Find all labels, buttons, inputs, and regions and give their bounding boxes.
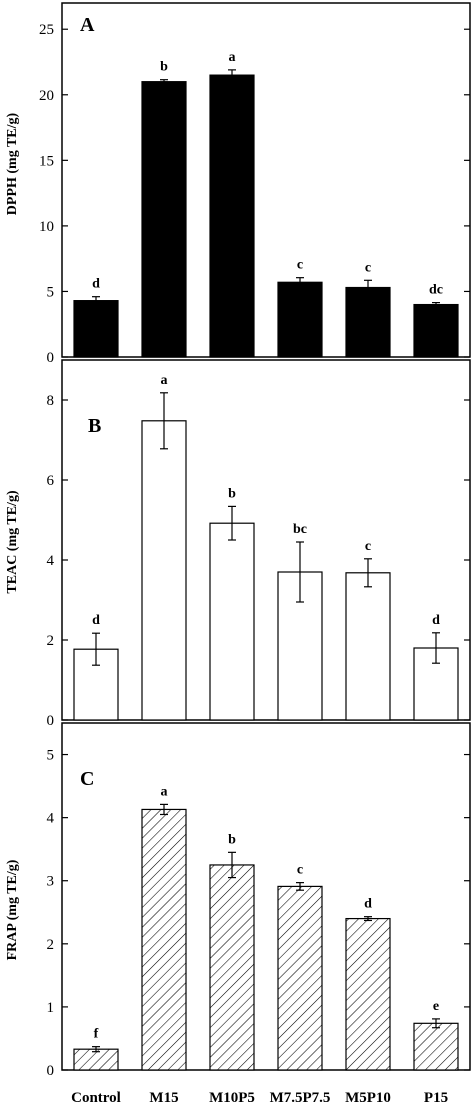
y-tick-label: 1 [47, 1000, 55, 1016]
x-axis-category-labels: Control M15 M10P5 M7.5P7.5 M5P10 P15 [71, 1090, 448, 1106]
significance-letter: a [161, 373, 168, 388]
bar-m5p10 [345, 572, 391, 721]
bar-m5p10 [345, 286, 391, 358]
significance-letter: c [365, 539, 371, 554]
panel-b-teac: B TEAC (mg TE/g) 0 2 4 6 8 d a b bc c d [5, 359, 471, 729]
y-tick-label: 4 [47, 553, 55, 569]
x-tick-label: M7.5P7.5 [270, 1090, 331, 1106]
panel-c-frame [61, 722, 471, 1071]
significance-letter: c [297, 258, 303, 273]
y-tick-label: 3 [47, 874, 55, 890]
x-tick-label: M15 [149, 1090, 178, 1106]
bar-p15 [413, 303, 459, 358]
bar-m10p5 [209, 522, 255, 721]
panel-a-frame [61, 2, 471, 358]
panel-a-letter: A [80, 14, 95, 36]
y-tick-label: 4 [47, 811, 55, 827]
y-tick-label: 20 [39, 88, 54, 104]
significance-letter: b [228, 486, 236, 501]
y-tick-label: 2 [47, 633, 55, 649]
panel-b-ylabel: TEAC (mg TE/g) [5, 490, 20, 594]
panel-a-dpph: A DPPH (mg TE/g) 0 5 10 15 20 25 d b a c c dc [5, 2, 471, 366]
y-tick-label: 0 [47, 350, 55, 366]
y-tick-label: 0 [47, 713, 55, 729]
bar-m15 [141, 808, 187, 1071]
x-tick-label: M10P5 [209, 1090, 255, 1106]
significance-letter: e [433, 999, 439, 1014]
significance-letter: d [92, 613, 100, 628]
bar-m7-5p7-5 [277, 281, 323, 358]
significance-letter: c [297, 863, 303, 878]
y-tick-label: 6 [47, 473, 55, 489]
bar-p15 [413, 1022, 459, 1071]
bar-m7-5p7-5 [277, 885, 323, 1071]
panel-c-ylabel: FRAP (mg TE/g) [5, 859, 20, 960]
bar-m15 [141, 420, 187, 721]
significance-letter: d [432, 613, 440, 628]
significance-letter: c [365, 260, 371, 275]
bar-m10p5 [209, 864, 255, 1071]
panel-b-frame [61, 359, 471, 721]
panel-a-ylabel: DPPH (mg TE/g) [5, 112, 20, 215]
significance-letter: f [94, 1027, 99, 1042]
significance-letter: dc [429, 283, 443, 298]
significance-letter: b [160, 60, 168, 75]
panel-c-letter: C [80, 768, 94, 790]
y-tick-label: 0 [47, 1063, 55, 1079]
y-tick-label: 25 [39, 22, 54, 38]
significance-letter: d [364, 897, 372, 912]
y-tick-label: 5 [47, 748, 55, 764]
panel-c-frap: C FRAP (mg TE/g) 0 1 2 3 4 5 f a b c d e [5, 722, 471, 1079]
x-tick-label: M5P10 [345, 1090, 391, 1106]
y-tick-label: 2 [47, 937, 55, 953]
bar-control [73, 300, 119, 358]
y-tick-label: 10 [39, 219, 54, 235]
significance-letter: bc [293, 522, 307, 537]
bar-m15 [141, 81, 187, 358]
x-tick-label: P15 [424, 1090, 448, 1106]
significance-letter: a [161, 784, 168, 799]
significance-letter: d [92, 277, 100, 292]
panel-b-letter: B [88, 415, 101, 437]
y-tick-label: 8 [47, 393, 55, 409]
bar-m10p5 [209, 74, 255, 358]
y-tick-label: 15 [39, 153, 54, 169]
y-tick-label: 5 [47, 284, 55, 300]
significance-letter: a [229, 50, 236, 65]
x-tick-label: Control [71, 1090, 121, 1106]
bar-m5p10 [345, 917, 391, 1071]
significance-letter: b [228, 832, 236, 847]
